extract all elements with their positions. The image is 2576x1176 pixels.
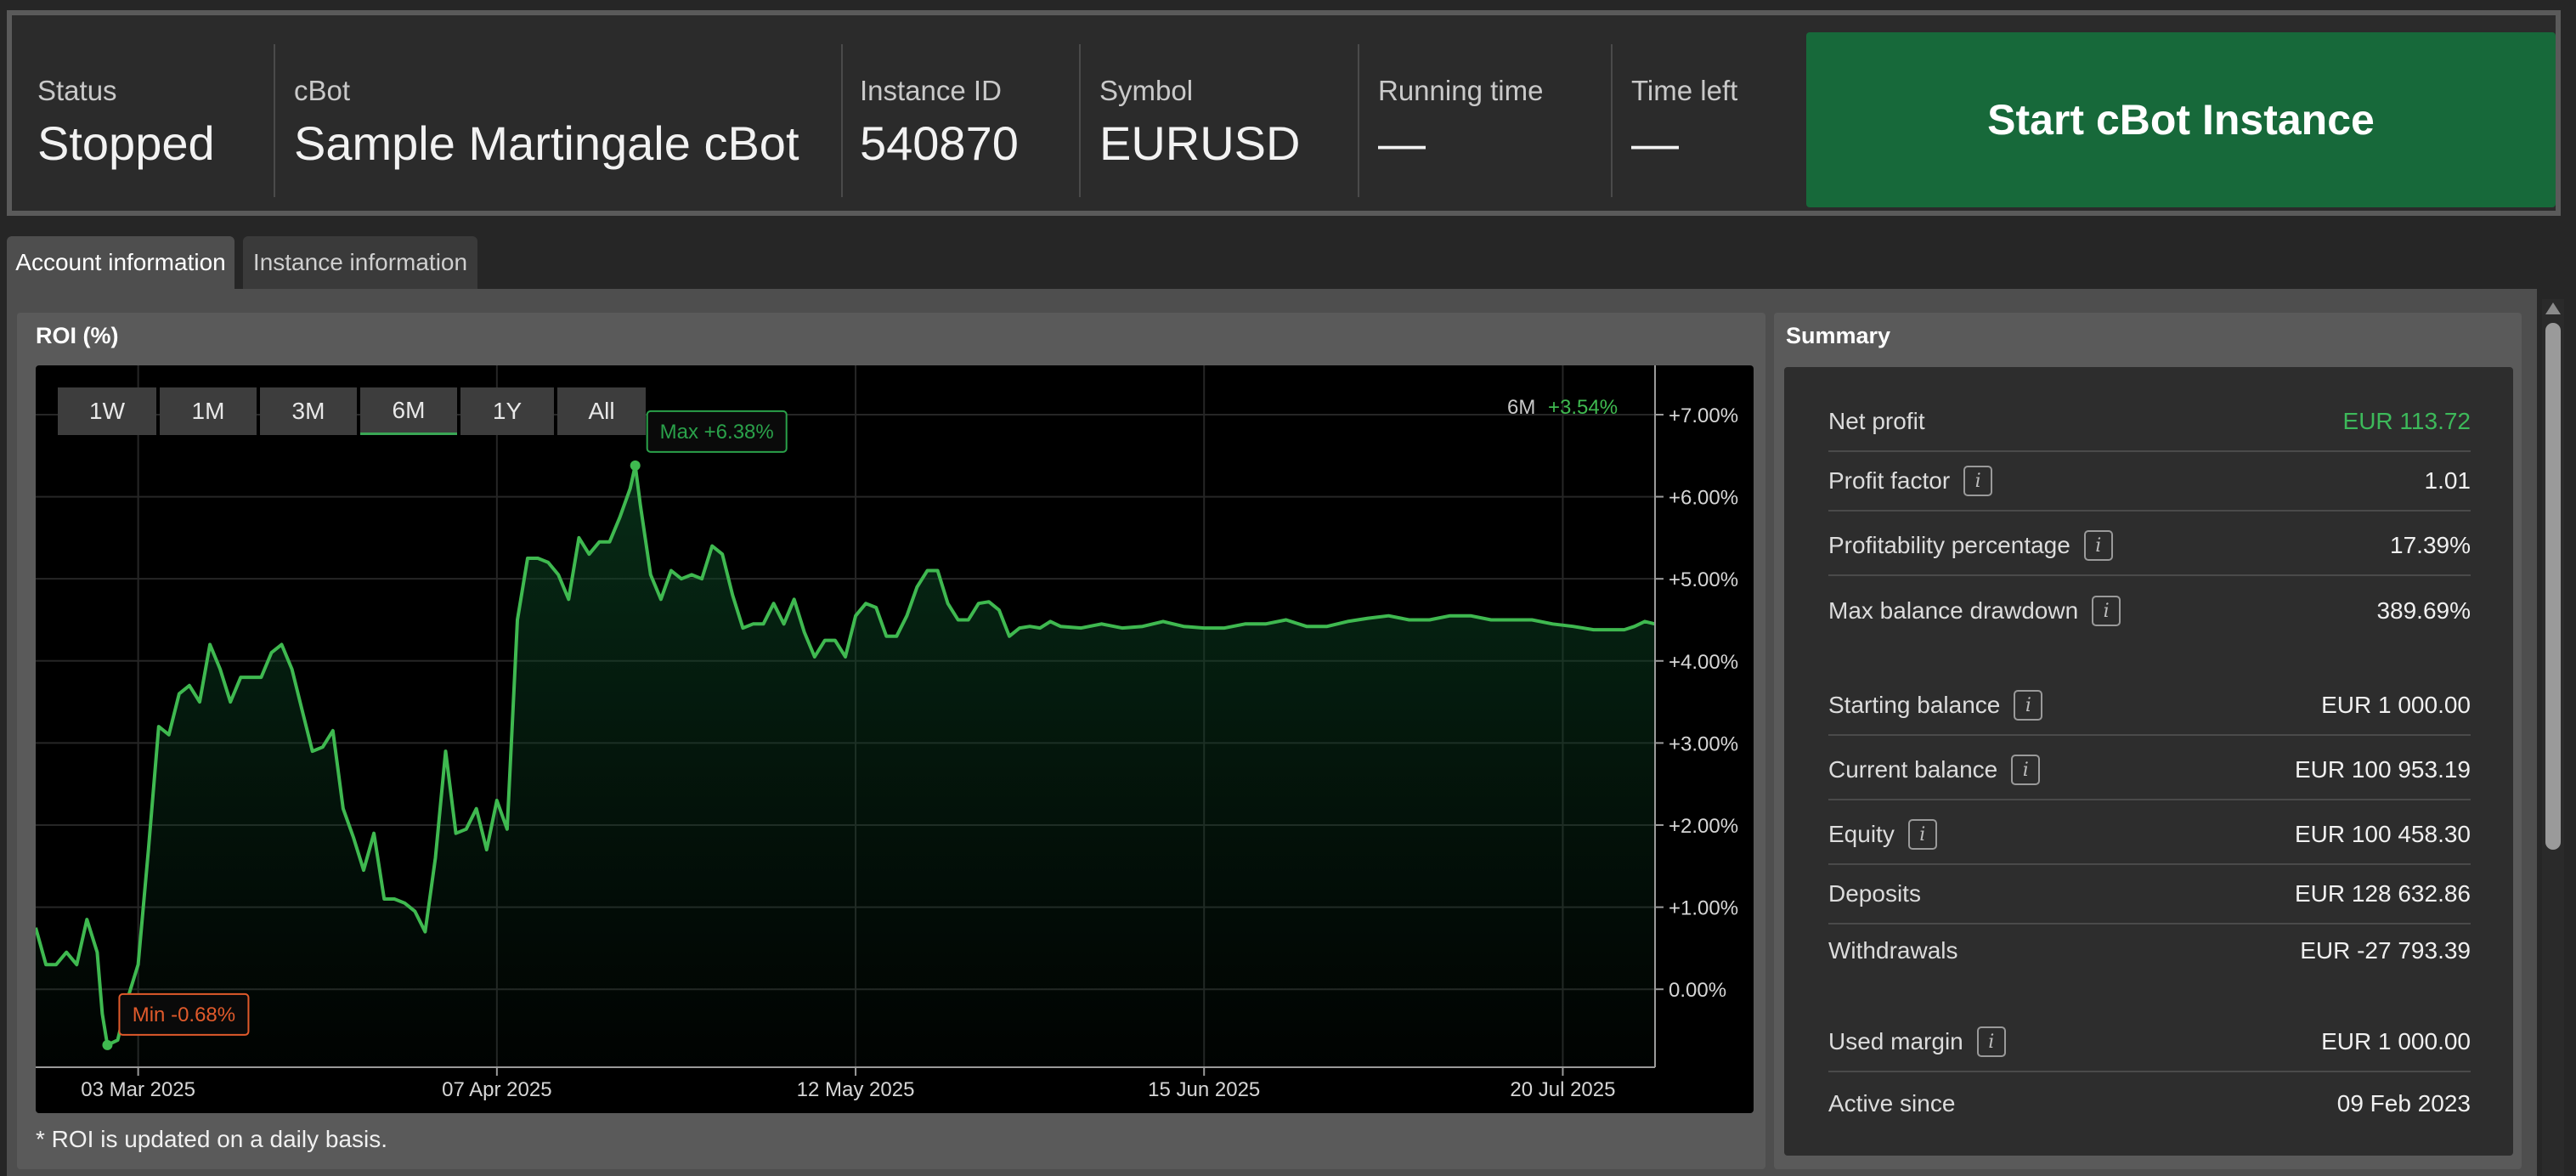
y-tick-label: +7.00%	[1669, 404, 1738, 427]
summary-list: Net profit EUR 113.72 Profit factor i 1.0…	[1784, 367, 2513, 1156]
running-time-value: —	[1378, 116, 1426, 170]
x-tick-label: 03 Mar 2025	[81, 1078, 195, 1101]
summary-value: EUR 1 000.00	[2321, 692, 2471, 718]
x-tick-label: 12 May 2025	[797, 1078, 915, 1101]
running-time-label: Running time	[1378, 75, 1544, 106]
summary-row-current-balance: Current balance i EUR 100 953.19	[1828, 741, 2471, 800]
info-icon[interactable]: i	[2014, 690, 2043, 721]
summary-value: EUR 100 458.30	[2294, 821, 2471, 847]
status-value: Stopped	[37, 116, 215, 170]
summary-key: Starting balance i	[1828, 690, 2043, 721]
summary-key: Current balance i	[1828, 755, 2041, 785]
scrollbar-thumb[interactable]	[2545, 323, 2561, 850]
summary-row-equity: Equity i EUR 100 458.30	[1828, 806, 2471, 865]
period-roi-value: +3.54%	[1548, 396, 1618, 419]
roi-title: ROI (%)	[36, 323, 119, 348]
instance-id-label: Instance ID	[860, 75, 1002, 106]
summary-row-used-margin: Used margin i EUR 1 000.00	[1828, 1013, 2471, 1072]
roi-chart: +7.00% +6.00% +5.00% +4.00% +3.00% +2.00% +1.0…	[36, 365, 1754, 1113]
min-annotation-label: Min -0.68%	[133, 1004, 235, 1026]
summary-key: Profit factor i	[1828, 466, 1993, 496]
summary-value: EUR 113.72	[2342, 408, 2471, 434]
x-tick-label: 20 Jul 2025	[1510, 1078, 1615, 1101]
summary-row-starting-balance: Starting balance i EUR 1 000.00	[1828, 676, 2471, 736]
range-1y-button[interactable]: 1Y	[460, 387, 554, 435]
summary-key: Active since	[1828, 1090, 1956, 1117]
summary-key: Profitability percentage i	[1828, 530, 2113, 561]
max-annotation-box	[646, 410, 788, 453]
info-icon[interactable]: i	[1963, 466, 1993, 496]
tab-account-information[interactable]: Account information	[7, 236, 234, 289]
tab-instance-information[interactable]: Instance information	[243, 236, 477, 289]
cbot-label: cBot	[294, 75, 351, 106]
time-left-value: —	[1631, 116, 1679, 170]
symbol-label: Symbol	[1099, 75, 1194, 106]
header-divider	[841, 44, 843, 197]
roi-area	[36, 465, 1655, 1067]
summary-key: Equity i	[1828, 819, 1937, 850]
max-annotation-label: Max +6.38%	[660, 421, 774, 444]
summary-row-deposits: Deposits EUR 128 632.86	[1828, 865, 2471, 924]
summary-title: Summary	[1786, 323, 1891, 348]
header-divider	[1079, 44, 1081, 197]
summary-value: EUR -27 793.39	[2300, 937, 2471, 964]
summary-value: 389.69%	[2376, 597, 2471, 624]
summary-key: Used margin i	[1828, 1026, 2006, 1057]
summary-row-withdrawals: Withdrawals EUR -27 793.39	[1828, 921, 2471, 981]
summary-key: Withdrawals	[1828, 937, 1958, 964]
symbol-value: EURUSD	[1099, 116, 1301, 170]
period-label: 6M	[1507, 396, 1536, 419]
min-annotation-box	[118, 992, 250, 1036]
summary-row-profitability: Profitability percentage i 17.39%	[1828, 517, 2471, 576]
header-divider	[274, 44, 275, 197]
summary-value: EUR 1 000.00	[2321, 1028, 2471, 1054]
range-3m-button[interactable]: 3M	[260, 387, 357, 435]
min-point	[102, 1039, 113, 1050]
summary-key: Net profit	[1828, 408, 1925, 434]
time-left-label: Time left	[1631, 75, 1738, 106]
summary-key: Max balance drawdown i	[1828, 596, 2121, 626]
range-1m-button[interactable]: 1M	[160, 387, 257, 435]
status-label: Status	[37, 75, 117, 106]
range-1w-button[interactable]: 1W	[58, 387, 156, 435]
range-all-button[interactable]: All	[557, 387, 646, 435]
summary-value: EUR 100 953.19	[2294, 756, 2471, 783]
y-tick-label: +6.00%	[1669, 487, 1738, 510]
summary-row-profit-factor: Profit factor i 1.01	[1828, 452, 2471, 512]
info-icon[interactable]: i	[2083, 530, 2113, 561]
instance-header: Status Stopped cBot Sample Martingale cB…	[7, 10, 2561, 216]
summary-row-max-drawdown: Max balance drawdown i 389.69%	[1828, 581, 2471, 641]
y-tick-label: +3.00%	[1669, 732, 1738, 755]
y-tick-label: 0.00%	[1669, 979, 1726, 1002]
summary-value: 09 Feb 2023	[2336, 1090, 2471, 1117]
y-tick-label: +4.00%	[1669, 651, 1738, 674]
summary-row-net-profit: Net profit EUR 113.72	[1828, 393, 2471, 452]
roi-line	[36, 463, 1656, 1047]
info-icon[interactable]: i	[2011, 755, 2041, 785]
header-divider	[1358, 44, 1359, 197]
info-icon[interactable]: i	[2092, 596, 2121, 626]
start-cbot-instance-button[interactable]: Start cBot Instance	[1806, 32, 2556, 207]
summary-row-active-since: Active since 09 Feb 2023	[1828, 1074, 2471, 1134]
summary-value: 1.01	[2424, 467, 2471, 494]
y-tick-label: +5.00%	[1669, 568, 1738, 591]
header-divider	[1611, 44, 1613, 197]
summary-value: 17.39%	[2390, 532, 2471, 558]
x-tick-label: 15 Jun 2025	[1148, 1078, 1260, 1101]
y-tick-label: +2.00%	[1669, 815, 1738, 838]
info-icon[interactable]: i	[1907, 819, 1937, 850]
range-6m-button[interactable]: 6M	[360, 387, 457, 435]
summary-value: EUR 128 632.86	[2294, 880, 2471, 907]
roi-footnote: * ROI is updated on a daily basis.	[36, 1126, 388, 1152]
chevron-up-icon[interactable]	[2545, 302, 2561, 314]
cbot-value: Sample Martingale cBot	[294, 116, 799, 170]
instance-id-value: 540870	[860, 116, 1019, 170]
summary-key: Deposits	[1828, 880, 1921, 907]
x-tick-label: 07 Apr 2025	[442, 1078, 551, 1101]
info-icon[interactable]: i	[1976, 1026, 2006, 1057]
roi-chart-svg: +7.00% +6.00% +5.00% +4.00% +3.00% +2.00% +1.0…	[36, 365, 1738, 1101]
max-point	[630, 460, 641, 471]
y-tick-label: +1.00%	[1669, 897, 1738, 920]
